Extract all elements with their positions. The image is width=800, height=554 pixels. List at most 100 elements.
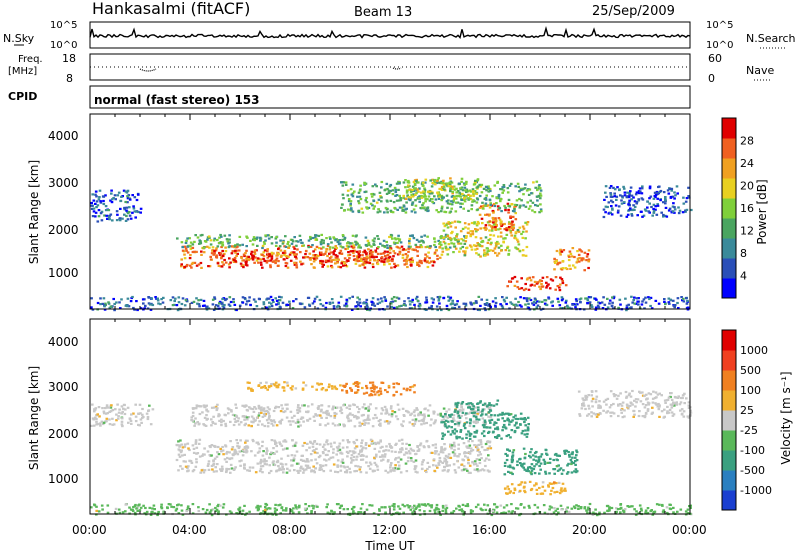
velocity-cell <box>397 461 400 464</box>
power-cell <box>484 198 488 201</box>
velocity-cell <box>251 466 255 469</box>
velocity-cell <box>474 415 478 419</box>
power-cell <box>293 247 296 250</box>
velocity-cell <box>359 507 363 510</box>
power-cell <box>494 245 498 248</box>
velocity-cell <box>263 414 267 417</box>
power-cell <box>649 304 652 308</box>
power-cell <box>322 263 325 266</box>
power-cell <box>411 248 414 251</box>
power-cell <box>610 305 614 308</box>
power-cell <box>327 259 330 262</box>
power-cell <box>286 242 289 246</box>
velocity-cell <box>553 481 556 484</box>
noise-right-tick-bottom: 10^0 <box>706 40 733 51</box>
power-cell <box>520 199 523 202</box>
velocity-cell <box>352 440 356 444</box>
power-cell <box>527 302 530 305</box>
velocity-cell <box>510 483 514 486</box>
power-cell <box>555 259 558 262</box>
power-cell <box>261 307 264 310</box>
power-cell <box>383 260 386 264</box>
power-cell <box>489 243 493 246</box>
velocity-cell <box>335 453 338 456</box>
velocity-cell <box>263 460 267 463</box>
velocity-cell <box>203 424 206 427</box>
velocity-cell <box>605 403 608 406</box>
velocity-cell <box>339 452 342 455</box>
power-cell <box>162 296 165 299</box>
velocity-cell <box>445 410 448 413</box>
power-cell <box>518 304 522 307</box>
power-cell <box>610 213 614 216</box>
velocity-cell <box>441 432 444 435</box>
power-cell <box>442 296 446 299</box>
velocity-cell <box>357 411 360 414</box>
velocity-cell <box>555 465 559 468</box>
power-cell <box>139 307 143 310</box>
velocity-cell <box>183 443 187 446</box>
power-cell <box>483 251 486 254</box>
power-cell <box>319 253 322 256</box>
power-cell <box>246 236 249 239</box>
velocity-cell <box>134 403 137 406</box>
power-cell <box>656 191 659 195</box>
velocity-cell <box>194 417 197 420</box>
velocity-cell <box>465 403 469 406</box>
velocity-cell <box>507 488 511 491</box>
power-cell <box>171 296 175 299</box>
power-cell <box>482 207 485 210</box>
power-cell <box>424 195 427 198</box>
velocity-cell <box>400 423 403 426</box>
velocity-cell <box>614 394 617 397</box>
velocity-cell <box>145 412 149 415</box>
power-cell <box>234 251 237 254</box>
velocity-cell <box>346 465 349 468</box>
power-cell <box>484 204 487 207</box>
power-cell <box>497 235 500 238</box>
power-cell <box>208 236 211 239</box>
power-cell <box>283 251 287 254</box>
velocity-cell <box>101 407 104 410</box>
velocity-cell <box>535 488 539 491</box>
velocity-cell <box>270 451 273 454</box>
power-cell <box>608 186 612 189</box>
power-cell <box>670 189 673 192</box>
velocity-cell <box>211 421 214 424</box>
power-cell <box>667 209 671 212</box>
power-cell <box>398 182 401 185</box>
velocity-cell <box>687 401 691 404</box>
power-cell <box>610 199 613 202</box>
power-cell <box>212 253 215 256</box>
velocity-region <box>90 403 155 428</box>
power-cell <box>482 187 486 190</box>
power-cell <box>386 246 389 249</box>
power-cell <box>383 308 386 311</box>
velocity-cell <box>416 449 420 452</box>
power-cell <box>238 304 242 307</box>
velocity-cell <box>415 407 418 410</box>
velocity-cell <box>487 430 491 433</box>
velocity-cell <box>225 450 229 454</box>
power-cell <box>267 259 270 262</box>
velocity-cell <box>289 420 292 423</box>
velocity-cell <box>459 429 463 432</box>
power-cell <box>384 299 388 302</box>
power-cell <box>277 299 281 302</box>
power-cell <box>308 257 312 260</box>
power-cell <box>365 298 369 301</box>
power-cell <box>395 306 399 309</box>
power-cell <box>91 215 95 218</box>
power-cell <box>310 263 313 266</box>
power-cell <box>270 255 274 258</box>
power-cell <box>524 303 527 306</box>
velocity-cell <box>458 410 461 413</box>
velocity-cell <box>419 411 422 414</box>
power-cell <box>425 296 428 299</box>
power-cell <box>372 193 376 196</box>
velocity-cell <box>250 424 253 428</box>
power-cell <box>454 226 457 229</box>
velocity-cell <box>210 444 214 447</box>
velocity-cell <box>595 395 599 398</box>
velocity-cell <box>205 409 208 412</box>
